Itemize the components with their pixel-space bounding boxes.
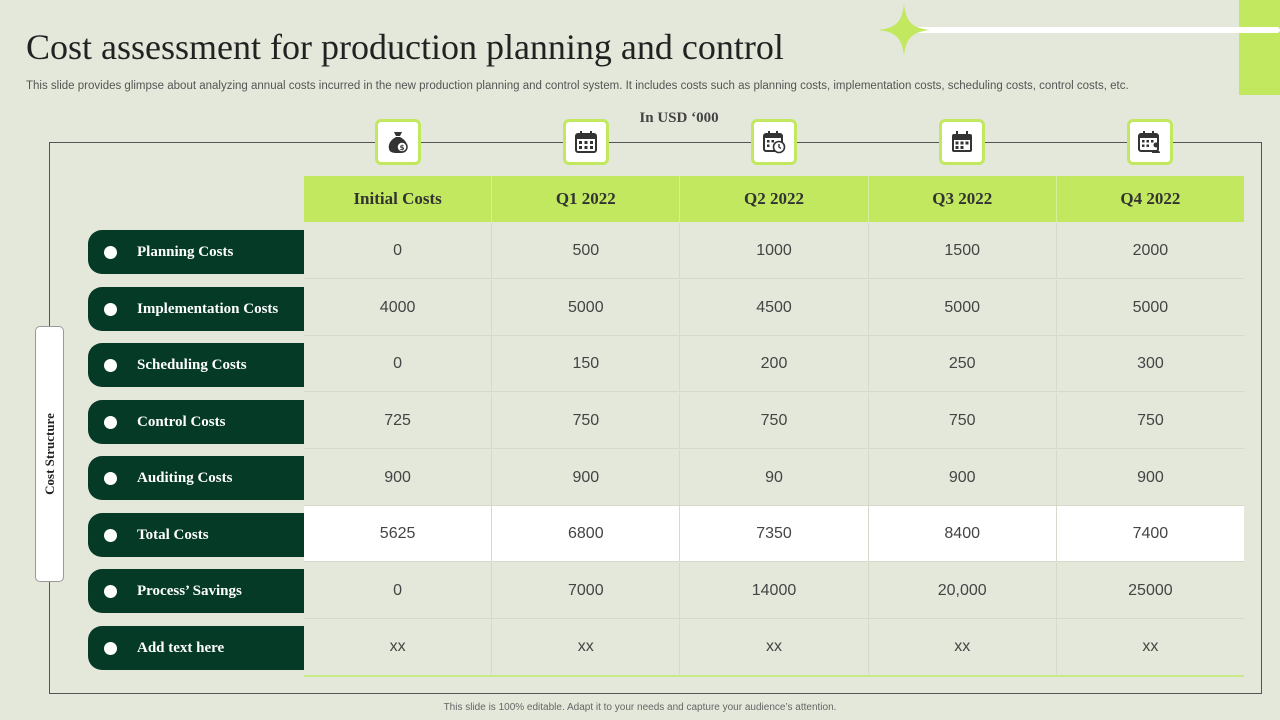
- table-cell: 900: [492, 450, 681, 505]
- table-row: 0 7000 14000 20,000 25000: [304, 563, 1244, 619]
- row-label-text: Control Costs: [137, 413, 226, 430]
- corner-accent-bar: [1239, 0, 1280, 95]
- table-row-total: 5625 6800 7350 8400 7400: [304, 506, 1244, 562]
- table-cell: 900: [869, 450, 1057, 505]
- table-cell: 20,000: [869, 563, 1057, 618]
- calendar-clock-icon: [751, 119, 797, 165]
- row-label-text: Planning Costs: [137, 243, 234, 260]
- bullet-dot: [104, 528, 117, 542]
- table-row: 725 750 750 750 750: [304, 393, 1244, 449]
- unit-label: In USD ‘000: [639, 110, 719, 126]
- row-label-auditing-costs: Auditing Costs: [88, 456, 304, 500]
- table-cell: 0: [304, 563, 493, 618]
- table-cell: xx: [680, 619, 869, 675]
- table-cell: 900: [304, 450, 493, 505]
- table-cell: xx: [492, 619, 681, 675]
- table-cell: 6800: [492, 506, 681, 561]
- table-cell: 150: [492, 336, 681, 391]
- table-cell: 500: [492, 223, 681, 278]
- table-row: 0 500 1000 1500 2000: [304, 223, 1244, 279]
- column-header: Q1 2022: [492, 176, 681, 222]
- table-cell: 8400: [869, 506, 1057, 561]
- bullet-dot: [104, 245, 117, 259]
- bullet-dot: [104, 471, 117, 485]
- column-header: Initial Costs: [304, 176, 493, 222]
- table-cell: 200: [680, 336, 869, 391]
- row-label-text: Add text here: [137, 639, 225, 656]
- cost-structure-label: Cost Structure: [35, 326, 64, 582]
- table-cell: 5000: [492, 280, 681, 335]
- bullet-dot: [104, 415, 117, 429]
- column-header: Q2 2022: [680, 176, 869, 222]
- calendar-person-icon: [1127, 119, 1173, 165]
- table-cell: 250: [869, 336, 1057, 391]
- row-label-text: Total Costs: [137, 526, 209, 543]
- row-label-text: Auditing Costs: [137, 469, 233, 486]
- table-cell: 0: [304, 223, 493, 278]
- table-row: 900 900 90 900 900: [304, 450, 1244, 506]
- svg-text:$: $: [400, 144, 405, 152]
- bullet-dot: [104, 302, 117, 316]
- sparkle-icon: [878, 4, 930, 56]
- row-label-control-costs: Control Costs: [88, 400, 304, 444]
- table-cell: 4500: [680, 280, 869, 335]
- table-cell: 900: [1137, 468, 1164, 486]
- table-row: 4000 5000 4500 5000 5000: [304, 280, 1244, 336]
- bullet-dot: [104, 584, 117, 598]
- table-cell: 725: [304, 393, 493, 448]
- row-label-process-savings: Process’ Savings: [88, 569, 304, 613]
- table-cell: 5625: [304, 506, 493, 561]
- table-cell: 90: [680, 450, 869, 505]
- table-cell: 5000: [869, 280, 1057, 335]
- table-cell: 300: [1137, 354, 1164, 372]
- column-header: Q3 2022: [869, 176, 1057, 222]
- table-cell: 7400: [1132, 524, 1169, 542]
- table-cell: xx: [1142, 638, 1159, 655]
- table-cell: 2000: [1132, 241, 1169, 259]
- table-cell: xx: [869, 619, 1057, 675]
- table-cell: 5000: [1132, 298, 1169, 316]
- page-subtitle: This slide provides glimpse about analyz…: [26, 80, 1129, 92]
- table-cell: 750: [492, 393, 681, 448]
- page-title: Cost assessment for production planning …: [26, 27, 784, 67]
- row-label-implementation-costs: Implementation Costs: [88, 287, 304, 331]
- table-cell: 0: [304, 336, 493, 391]
- column-header: Q4 2022: [1120, 189, 1181, 208]
- table-cell: 7350: [680, 506, 869, 561]
- cost-table-body: 0 500 1000 1500 2000 4000 5000 4500 5000…: [304, 223, 1244, 677]
- row-label-planning-costs: Planning Costs: [88, 230, 304, 274]
- row-label-text: Implementation Costs: [137, 300, 279, 317]
- footer-note: This slide is 100% editable. Adapt it to…: [443, 702, 837, 713]
- table-row: xx xx xx xx xx: [304, 619, 1244, 675]
- decorative-line: [905, 27, 1280, 33]
- calendar-grid-icon: [563, 119, 609, 165]
- row-label-text: Process’ Savings: [137, 582, 242, 599]
- row-label-add-text: Add text here: [88, 626, 304, 670]
- cost-structure-text: Cost Structure: [41, 413, 57, 495]
- row-label-total-costs: Total Costs: [88, 513, 304, 557]
- row-label-scheduling-costs: Scheduling Costs: [88, 343, 304, 387]
- table-cell: 7000: [492, 563, 681, 618]
- table-cell: 14000: [680, 563, 869, 618]
- bullet-dot: [104, 641, 117, 655]
- table-cell: 4000: [304, 280, 493, 335]
- table-cell: 750: [869, 393, 1057, 448]
- table-row: 0 150 200 250 300: [304, 336, 1244, 392]
- table-cell: xx: [304, 619, 493, 675]
- table-cell: 1000: [680, 223, 869, 278]
- row-label-text: Scheduling Costs: [137, 356, 247, 373]
- table-cell: 750: [680, 393, 869, 448]
- calendar-icon: [939, 119, 985, 165]
- table-header: Initial Costs Q1 2022 Q2 2022 Q3 2022 Q4…: [304, 176, 1244, 222]
- bullet-dot: [104, 358, 117, 372]
- table-cell: 1500: [869, 223, 1057, 278]
- money-bag-icon: $: [375, 119, 421, 165]
- table-cell: 25000: [1128, 581, 1173, 599]
- table-cell: 750: [1137, 411, 1164, 429]
